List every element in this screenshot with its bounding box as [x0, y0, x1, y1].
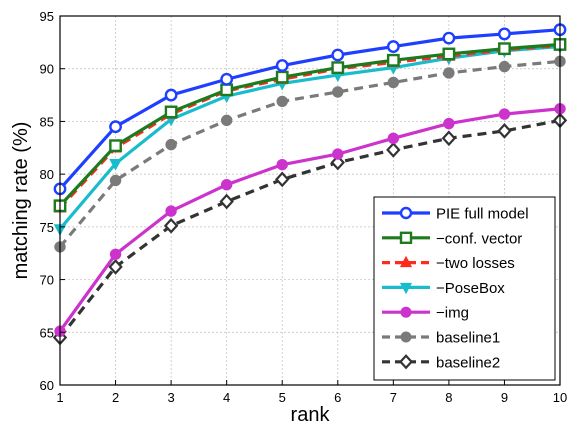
data-point — [498, 27, 511, 41]
data-point — [165, 138, 177, 151]
data-point — [276, 158, 288, 171]
legend-label: PIE full model — [436, 206, 529, 223]
y-tick-label: 85 — [40, 114, 54, 129]
data-point — [332, 148, 344, 160]
ticks: 1 2 3 4 5 6 7 8 9 10 60 65 70 75 80 85 90 95 — [40, 9, 568, 405]
data-point — [276, 95, 288, 108]
data-point — [108, 259, 123, 275]
series-two-losses — [53, 38, 567, 213]
data-point — [498, 60, 511, 73]
data-point — [220, 72, 234, 86]
data-point — [442, 47, 456, 61]
series-line — [58, 43, 561, 209]
y-tick-label: 70 — [40, 273, 54, 288]
data-point — [164, 88, 178, 102]
series-pie-full-model — [53, 23, 567, 196]
series-line — [58, 107, 561, 333]
data-point — [109, 158, 122, 171]
data-point — [163, 217, 179, 234]
y-tick-label: 95 — [40, 9, 54, 24]
series-line — [58, 28, 561, 190]
legend-label: baseline2 — [436, 354, 500, 371]
data-point — [220, 114, 233, 127]
legend-marker — [399, 255, 413, 268]
series-line — [58, 44, 561, 231]
data-point — [109, 248, 122, 260]
legend-marker — [400, 331, 412, 343]
legend-label: baseline1 — [436, 330, 500, 347]
data-point — [275, 70, 289, 84]
data-point — [165, 205, 177, 217]
legend-marker — [399, 354, 413, 370]
data-point — [109, 139, 122, 153]
legend-item: −img — [382, 305, 469, 322]
data-point — [387, 76, 400, 89]
legend: PIE full model −conf. vector −two losses −P… — [373, 196, 556, 381]
x-tick-label: 8 — [445, 390, 452, 405]
x-tick-label: 9 — [501, 390, 508, 405]
legend-marker — [399, 282, 413, 295]
x-tick-label: 2 — [112, 390, 119, 405]
data-point — [332, 86, 344, 98]
data-point — [331, 61, 345, 75]
series-line — [58, 42, 561, 207]
series-line — [58, 59, 561, 248]
y-tick-label: 65 — [40, 325, 54, 340]
x-tick-label: 6 — [334, 390, 341, 405]
x-tick-label: 1 — [56, 390, 63, 405]
x-axis-label: rank — [291, 404, 331, 426]
legend-item: baseline1 — [382, 330, 500, 347]
data-point — [498, 42, 511, 56]
data-point — [497, 123, 512, 139]
y-tick-label: 60 — [40, 378, 54, 393]
series-conf-vector — [53, 38, 567, 213]
data-point — [386, 142, 401, 158]
legend-label: −conf. vector — [436, 230, 522, 247]
data-point — [442, 31, 456, 45]
x-tick-label: 3 — [167, 390, 174, 405]
series-img — [54, 103, 566, 337]
data-point — [219, 193, 234, 210]
data-point — [443, 117, 455, 130]
plot-frame — [59, 15, 561, 386]
data-point — [386, 40, 400, 53]
legend-label: −img — [436, 305, 469, 322]
data-point — [387, 132, 400, 144]
data-point — [441, 130, 457, 147]
data-point — [275, 59, 289, 72]
x-tick-label: 10 — [553, 390, 567, 405]
x-tick-label: 4 — [223, 390, 230, 405]
data-point — [498, 108, 511, 120]
legend-label: −PoseBox — [436, 280, 505, 297]
legend-marker — [399, 206, 413, 220]
legend-item: −two losses — [382, 255, 515, 272]
legend-marker — [399, 231, 413, 245]
x-tick-label: 7 — [390, 390, 397, 405]
legend-label: −two losses — [436, 255, 515, 272]
y-axis-label: matching rate (%) — [10, 122, 32, 280]
y-tick-label: 80 — [40, 167, 54, 182]
legend-item: −PoseBox — [382, 280, 505, 297]
legend-item: PIE full model — [382, 206, 529, 223]
data-point — [109, 174, 122, 187]
data-point — [331, 48, 345, 62]
data-point — [443, 67, 455, 79]
data-point — [275, 171, 290, 188]
legend-item: baseline2 — [382, 354, 500, 371]
data-point — [220, 178, 233, 191]
series-group — [52, 23, 568, 346]
legend-marker — [400, 306, 412, 318]
data-point — [109, 120, 122, 134]
legend-item: −conf. vector — [382, 230, 522, 247]
data-point — [220, 83, 234, 97]
data-point — [386, 53, 400, 67]
series-line — [58, 118, 561, 339]
y-tick-label: 90 — [40, 62, 54, 77]
data-point — [330, 154, 345, 171]
data-point — [164, 105, 178, 119]
x-tick-label: 5 — [279, 390, 286, 405]
y-tick-label: 75 — [40, 220, 54, 235]
